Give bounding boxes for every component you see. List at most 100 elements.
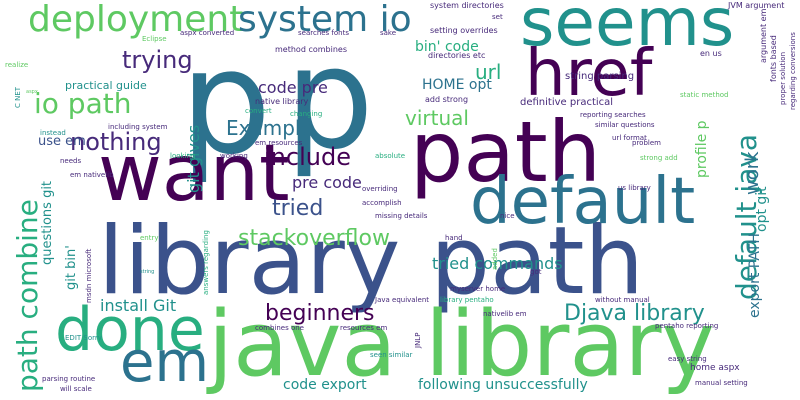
word-answers-regarding: answers regarding — [202, 230, 210, 295]
word-eclipse: Eclipse — [142, 35, 167, 43]
word-url: url — [475, 60, 502, 84]
word-include: include — [264, 143, 351, 171]
word-entry: entry — [140, 234, 159, 242]
word-regarding-conversions: regarding conversions — [789, 32, 797, 110]
word-system-io: system io — [238, 0, 412, 40]
word-argument-em: argument em — [759, 8, 768, 63]
word-jvm-argument: JVM argument — [728, 1, 785, 10]
word-combines-one: combines one — [255, 324, 304, 332]
word-profile-p: profile p — [694, 120, 710, 178]
word-string-parsing: string parsing — [565, 71, 635, 82]
word-realize: realize — [5, 61, 29, 69]
word-proper-solution: proper solution — [779, 51, 787, 105]
word-want: want — [98, 129, 290, 219]
word-searches-fonts: searches fonts — [298, 29, 350, 37]
word-code-pre: code pre — [258, 78, 328, 97]
word-virtual: virtual — [405, 106, 469, 130]
word-code-export: code export — [283, 377, 367, 393]
word-method-combines: method combines — [275, 45, 347, 54]
word-problem: problem — [632, 139, 661, 147]
word-add-strong: add strong — [425, 95, 469, 104]
word-overriding: overriding — [362, 185, 398, 193]
word-jnlp: JNLP — [414, 332, 422, 348]
word-pre-code: pre code — [292, 173, 362, 192]
word-stackoverflow: stackoverflow — [238, 226, 390, 251]
word-p-large-left: p — [180, 18, 272, 186]
word-default: default — [470, 165, 696, 239]
word-practical-guide: practical guide — [65, 79, 147, 92]
word-path-combine: path combine — [11, 199, 44, 392]
word-missing-details: missing details — [375, 212, 428, 220]
word-reporting-searches: reporting searches — [580, 111, 646, 119]
word-djava-library: Djava library — [564, 301, 705, 326]
word-string: string — [140, 269, 155, 275]
word-example: Example — [226, 116, 313, 140]
word-deployment: deployment — [28, 0, 244, 40]
word-following-unsuccessfully: following unsuccessfully — [418, 377, 588, 393]
word-nothing: nothing — [70, 128, 162, 156]
word-similar-questions: similar questions — [595, 121, 655, 129]
word-bin-code: bin' code — [415, 39, 479, 55]
word-nice: nice — [500, 212, 515, 220]
word-library-pentaho: library pentaho — [440, 296, 494, 304]
word-href: href — [525, 37, 653, 111]
word-seen-similar: seen similar — [370, 351, 413, 359]
word-native-library: native library — [255, 97, 309, 106]
word-install-git: install Git — [100, 296, 177, 315]
word-without-manual: without manual — [595, 296, 650, 304]
word-accomplish: accomplish — [362, 199, 402, 207]
word-seems: seems — [520, 0, 735, 61]
word-fonts-based: fonts based — [769, 35, 778, 82]
word-aspx-converted: aspx converted — [180, 29, 235, 37]
word-en-us: en us — [700, 49, 722, 58]
word-instead: instead — [40, 129, 66, 137]
word-pentaho-reporting: pentaho reporting — [655, 322, 719, 330]
word-em: em — [120, 330, 210, 395]
word-questions-git: questions git — [40, 180, 55, 265]
word-setting-overrides: setting overrides — [430, 26, 498, 35]
word-opt-git: opt git — [754, 186, 770, 232]
word-io-path: io path — [34, 87, 132, 120]
word-directories-etc: directories etc — [428, 51, 486, 60]
word-c-net: C NET — [14, 86, 22, 108]
word-beginners: beginners — [265, 301, 375, 326]
word-resources-em: resources em — [340, 324, 388, 332]
word-set: set — [492, 13, 503, 21]
word-parsing-routine: parsing routine — [42, 375, 96, 383]
word-git-bin: git bin' — [64, 245, 79, 290]
word-hand: hand — [445, 234, 463, 242]
word-working: working — [220, 152, 248, 160]
word-looking: looking — [170, 152, 196, 160]
word-changing: changing — [290, 110, 323, 118]
word-sake: sake — [380, 29, 397, 37]
word-static-method: static method — [680, 91, 729, 99]
word-use-em: use em — [38, 134, 86, 149]
word-definitive-practical: definitive practical — [520, 97, 614, 108]
word-us-library: us library — [618, 184, 651, 192]
word-got: got — [530, 268, 542, 276]
word-absolute: absolute — [375, 152, 406, 160]
word-tried: tried — [272, 196, 324, 221]
word-p-large-right: p — [285, 18, 374, 181]
word-including-system: including system — [108, 123, 168, 131]
word-em-resources: em resources — [255, 139, 303, 147]
word-nativelib-em: nativelib em — [483, 310, 527, 318]
word-easy-string: easy string — [668, 355, 707, 363]
word-url-format: url format — [612, 134, 647, 142]
word-tried-commands: tried commands — [432, 254, 563, 273]
word-home-aspx: home aspx — [690, 363, 740, 373]
word-em-nativelib: em nativelib — [70, 171, 114, 179]
word-strong-add: strong add — [640, 154, 678, 162]
word-myserver-home: myserver home — [450, 285, 506, 293]
word-added: added — [491, 248, 499, 270]
word-aspx: aspx — [26, 89, 38, 95]
word-needs: needs — [60, 157, 82, 165]
word-home-opt: HOME opt — [422, 77, 492, 93]
word-java-equivalent: Java equivalent — [375, 296, 430, 304]
word-trying: trying — [122, 46, 193, 74]
word-library-path: library path — [98, 207, 645, 316]
word-java-library: java library — [208, 292, 715, 397]
word-manual-setting: manual setting — [695, 379, 748, 387]
word-msdn-microsoft: msdn microsoft — [85, 248, 93, 303]
